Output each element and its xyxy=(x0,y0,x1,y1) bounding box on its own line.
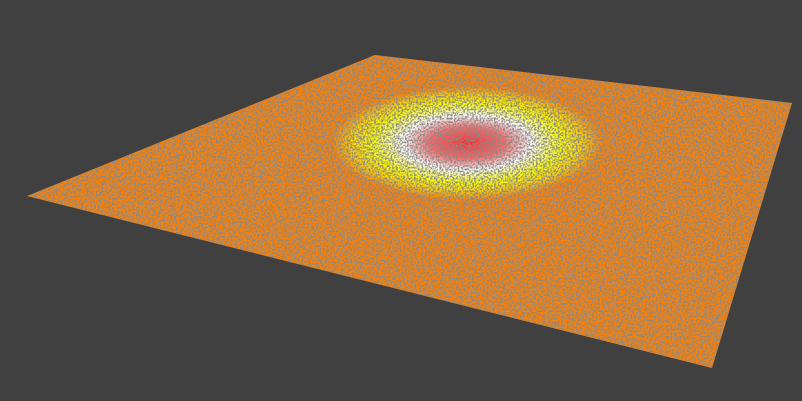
point-speckle-layer xyxy=(27,55,792,368)
3d-viewport[interactable] xyxy=(0,0,802,401)
point-cloud-plane[interactable] xyxy=(0,0,802,401)
scene-canvas[interactable] xyxy=(0,0,802,401)
